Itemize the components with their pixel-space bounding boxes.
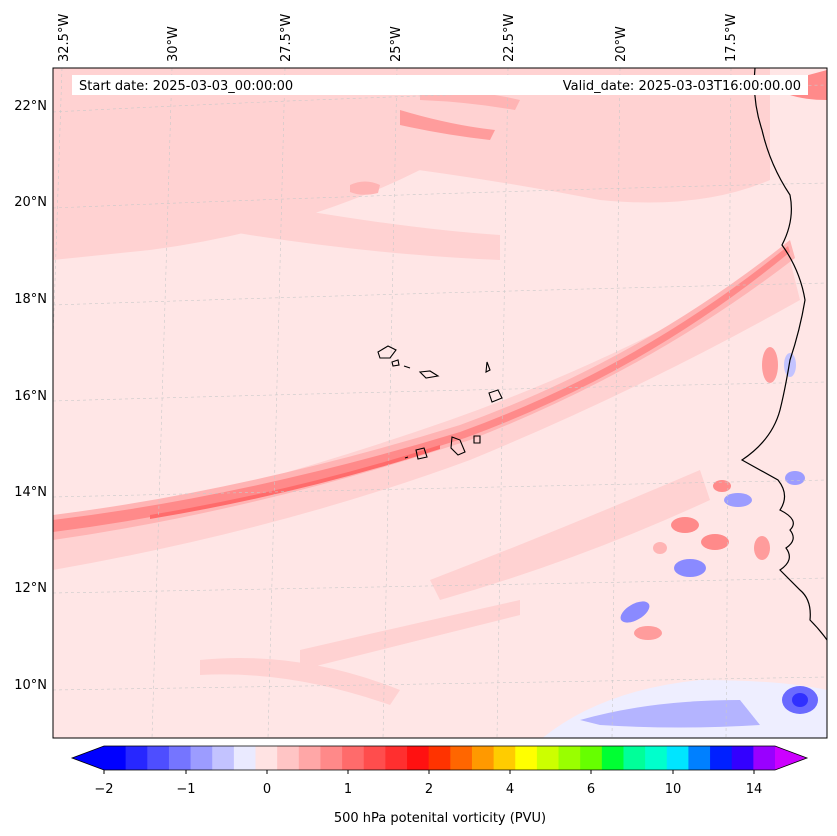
colorbar-tick: 2: [425, 782, 433, 797]
colorbar-swatch: [320, 746, 343, 770]
colorbar-swatch: [342, 746, 365, 770]
lon-label: 32.5°W: [57, 14, 72, 62]
colorbar-swatch: [623, 746, 646, 770]
lat-label: 10°N: [14, 678, 47, 693]
colorbar-swatch: [688, 746, 711, 770]
lat-label: 14°N: [14, 485, 47, 500]
lon-label: 17.5°W: [724, 14, 739, 62]
colorbar-swatch: [363, 746, 386, 770]
colorbar-swatch: [233, 746, 257, 770]
colorbar-tick: −1: [176, 782, 195, 797]
longitude-labels: 32.5°W 30°W 27.5°W 25°W 22.5°W 20°W 17.5…: [57, 14, 739, 62]
colorbar-swatch: [168, 746, 192, 770]
colorbar-label: 500 hPa potenital vorticity (PVU): [334, 811, 546, 826]
colorbar-tick: 14: [746, 782, 763, 797]
pv-field: [53, 68, 827, 738]
colorbar-swatch: [450, 746, 473, 770]
lat-label: 18°N: [14, 292, 47, 307]
colorbar-swatch: [731, 746, 754, 770]
colorbar-swatch: [645, 746, 668, 770]
colorbar-swatch: [601, 746, 624, 770]
colorbar-tick: 0: [263, 782, 271, 797]
header-box: [72, 75, 808, 95]
lon-label: 27.5°W: [279, 14, 294, 62]
colorbar-swatch: [385, 746, 408, 770]
colorbar-swatch: [125, 746, 148, 770]
colorbar-tick: 6: [587, 782, 595, 797]
colorbar-swatch: [190, 746, 213, 770]
lon-label: 30°W: [166, 26, 181, 62]
colorbar-swatch: [104, 746, 127, 770]
colorbar-swatch: [666, 746, 689, 770]
colorbar-swatch: [255, 746, 278, 770]
lat-label: 22°N: [14, 99, 47, 114]
map-frame: [52, 67, 828, 739]
latitude-labels: 22°N 20°N 18°N 16°N 14°N 12°N 10°N: [14, 99, 47, 693]
colorbar-tick: 4: [506, 782, 514, 797]
lat-label: 20°N: [14, 195, 47, 210]
colorbar: [70, 745, 809, 774]
colorbar-swatch: [710, 746, 733, 770]
colorbar-swatch: [515, 746, 538, 770]
lat-label: 16°N: [14, 389, 47, 404]
colorbar-swatch: [298, 746, 321, 770]
colorbar-ticks: −2 −1 0 1 2 4 6 10 14: [94, 782, 762, 797]
cape-verde-islands: [377, 345, 503, 460]
colorbar-swatch: [428, 746, 451, 770]
colorbar-swatch: [471, 746, 495, 770]
colorbar-swatch: [212, 746, 235, 770]
colorbar-tick: −2: [94, 782, 113, 797]
colorbar-swatch: [147, 746, 170, 770]
colorbar-tick: 1: [344, 782, 352, 797]
colorbar-extend-low: [72, 746, 104, 770]
colorbar-swatch: [277, 746, 300, 770]
colorbar-swatch: [580, 746, 603, 770]
valid-date-label: Valid_date: 2025-03-03T16:00:00.00: [563, 79, 801, 94]
lat-label: 12°N: [14, 581, 47, 596]
colorbar-swatch: [753, 746, 776, 770]
start-date-label: Start date: 2025-03-03_00:00:00: [79, 79, 293, 94]
colorbar-swatch: [407, 746, 430, 770]
colorbar-swatch: [558, 746, 581, 770]
lon-label: 25°W: [389, 26, 404, 62]
lon-label: 20°W: [614, 26, 629, 62]
africa-coastline: [740, 68, 827, 641]
colorbar-swatch: [493, 746, 516, 770]
graticule: [53, 68, 827, 738]
colorbar-swatch: [536, 746, 560, 770]
lon-label: 22.5°W: [502, 14, 517, 62]
colorbar-extend-high: [775, 746, 807, 770]
colorbar-tick: 10: [665, 782, 682, 797]
